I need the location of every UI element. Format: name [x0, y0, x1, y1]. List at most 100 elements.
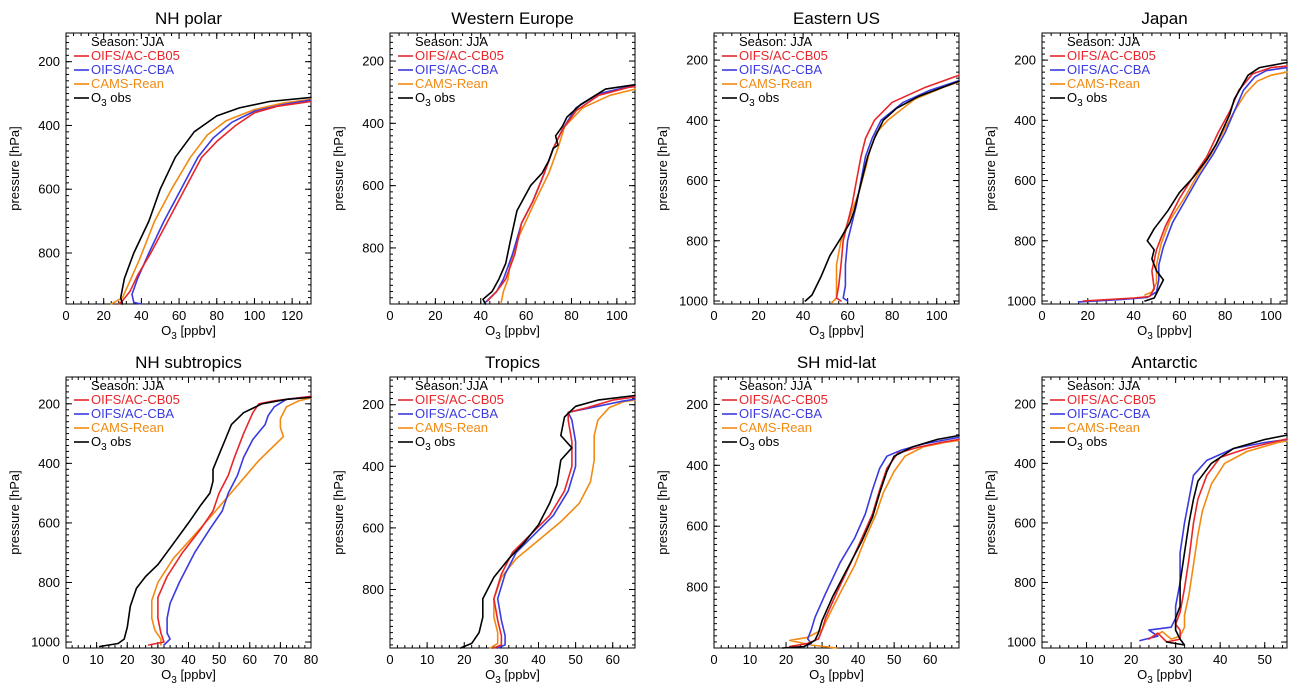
panel-title: Antarctic: [1131, 353, 1198, 372]
x-tick-label: 80: [210, 308, 224, 323]
y-tick-label: 400: [1014, 456, 1036, 471]
legend: Season: JJAOIFS/AC-CB05OIFS/AC-CBACAMS-R…: [74, 34, 180, 109]
legend-label-cba: OIFS/AC-CBA: [1067, 62, 1150, 77]
panel-title: SH mid-lat: [797, 353, 877, 372]
y-tick-label: 400: [362, 116, 384, 131]
y-tick-label: 600: [686, 519, 708, 534]
legend-label-cams: CAMS-Rean: [739, 420, 812, 435]
legend-label-obs: O3 obs: [91, 434, 132, 453]
legend: Season: JJAOIFS/AC-CB05OIFS/AC-CBACAMS-R…: [722, 378, 828, 453]
x-tick-label: 80: [1218, 308, 1232, 323]
plot-frame: [65, 32, 312, 305]
x-axis-label-unit: [ppbv]: [825, 667, 864, 682]
panel-nh-polar: NH polar 0 20 40 60 80 100 120 200 400 600 800 O3 [p…: [7, 9, 312, 342]
x-axis-label: O3 [ppbv]: [485, 667, 540, 686]
legend-season: Season: JJA: [91, 378, 164, 393]
x-axis-label: O3 [ppbv]: [485, 323, 540, 342]
legend-label-cams: CAMS-Rean: [415, 76, 488, 91]
x-axis-label-main: O: [161, 667, 171, 682]
y-tick-label: 800: [1014, 575, 1036, 590]
series-line-cba: [163, 395, 312, 646]
y-tick-label: 200: [1014, 396, 1036, 411]
y-axis-label: pressure [hPa]: [983, 470, 998, 555]
y-tick-label: 600: [38, 515, 60, 530]
y-tick-label: 200: [686, 53, 708, 68]
y-tick-label: 400: [686, 458, 708, 473]
legend-season: Season: JJA: [415, 34, 488, 49]
legend-label-cams: CAMS-Rean: [1067, 420, 1140, 435]
legend-label-cba: OIFS/AC-CBA: [415, 406, 498, 421]
legend-label-obs: O3 obs: [1067, 90, 1108, 109]
y-axis-label: pressure [hPa]: [983, 126, 998, 211]
series-line-cams: [831, 81, 960, 304]
y-tick-label: 800: [686, 580, 708, 595]
panel-title: Japan: [1141, 9, 1187, 28]
series-line-cams: [151, 396, 312, 646]
legend-label-cba: OIFS/AC-CBA: [1067, 406, 1150, 421]
x-axis-label-sub: 3: [1147, 675, 1153, 686]
legend: Season: JJAOIFS/AC-CB05OIFS/AC-CBACAMS-R…: [722, 34, 828, 109]
panel-title: NH polar: [155, 9, 222, 28]
series-line-cba: [131, 99, 312, 305]
y-tick-label: 1000: [1007, 293, 1036, 308]
legend-label-cb05: OIFS/AC-CB05: [1067, 392, 1156, 407]
series-line-cams: [1152, 440, 1288, 640]
x-tick-label: 10: [89, 652, 103, 667]
x-tick-label: 40: [851, 652, 865, 667]
series-line-cb05: [835, 74, 960, 302]
x-tick-label: 60: [519, 308, 533, 323]
series-line-obs: [119, 96, 312, 305]
series-line-cams: [110, 98, 312, 305]
legend-label-cb05: OIFS/AC-CB05: [739, 392, 828, 407]
y-tick-label: 600: [1014, 173, 1036, 188]
x-tick-label: 80: [885, 308, 899, 323]
y-tick-label: 400: [686, 113, 708, 128]
x-tick-label: 30: [151, 652, 165, 667]
x-axis-label: O3 [ppbv]: [161, 667, 216, 686]
y-tick-label: 200: [362, 54, 384, 69]
y-axis-label: pressure [hPa]: [331, 126, 346, 211]
series-line-cb05: [147, 395, 312, 646]
legend-season: Season: JJA: [415, 378, 488, 393]
x-tick-label: 20: [96, 308, 110, 323]
x-tick-label: 30: [1168, 652, 1182, 667]
panel-western-europe: Western Europe 0 20 40 60 80 100 200 400 600 800 O3…: [331, 9, 636, 342]
series-line-cb05: [1148, 438, 1288, 643]
x-axis-label-sub: 3: [171, 331, 177, 342]
legend-label-cams: CAMS-Rean: [91, 420, 164, 435]
x-tick-label: 50: [887, 652, 901, 667]
legend-label-cb05: OIFS/AC-CB05: [415, 392, 504, 407]
plot-frame: [389, 376, 636, 649]
y-tick-label: 1000: [1007, 635, 1036, 650]
series-line-cb05: [788, 438, 960, 648]
y-axis-label: pressure [hPa]: [331, 470, 346, 555]
legend-label-cams: CAMS-Rean: [91, 76, 164, 91]
x-tick-label: 50: [568, 652, 582, 667]
x-tick-label: 40: [134, 308, 148, 323]
y-axis-label: pressure [hPa]: [7, 126, 22, 211]
series-line-cba: [842, 79, 960, 302]
legend-label-cams: CAMS-Rean: [739, 76, 812, 91]
y-axis-label: pressure [hPa]: [655, 470, 670, 555]
x-tick-label: 10: [420, 652, 434, 667]
y-tick-label: 200: [686, 397, 708, 412]
legend: Season: JJAOIFS/AC-CB05OIFS/AC-CBACAMS-R…: [398, 378, 504, 453]
panel-title: Eastern US: [793, 9, 880, 28]
x-tick-label: 80: [304, 652, 318, 667]
legend-label-cb05: OIFS/AC-CB05: [91, 392, 180, 407]
x-tick-label: 70: [273, 652, 287, 667]
legend-label-cb05: OIFS/AC-CB05: [415, 48, 504, 63]
legend-label-cb05: OIFS/AC-CB05: [1067, 48, 1156, 63]
x-tick-label: 30: [815, 652, 829, 667]
legend: Season: JJAOIFS/AC-CB05OIFS/AC-CBACAMS-R…: [398, 34, 504, 109]
x-tick-label: 30: [494, 652, 508, 667]
x-tick-label: 100: [926, 308, 948, 323]
y-tick-label: 200: [38, 54, 60, 69]
legend-season: Season: JJA: [1067, 34, 1140, 49]
x-axis-label-unit: [ppbv]: [501, 323, 540, 338]
x-tick-label: 20: [779, 652, 793, 667]
x-axis-label: O3 [ppbv]: [809, 667, 864, 686]
x-axis-label-main: O: [809, 323, 819, 338]
legend-label-cba: OIFS/AC-CBA: [91, 406, 174, 421]
panel-tropics: Tropics 0 10 20 30 40 50 60 200 400 600 800 O3 [ppbv…: [331, 353, 636, 686]
